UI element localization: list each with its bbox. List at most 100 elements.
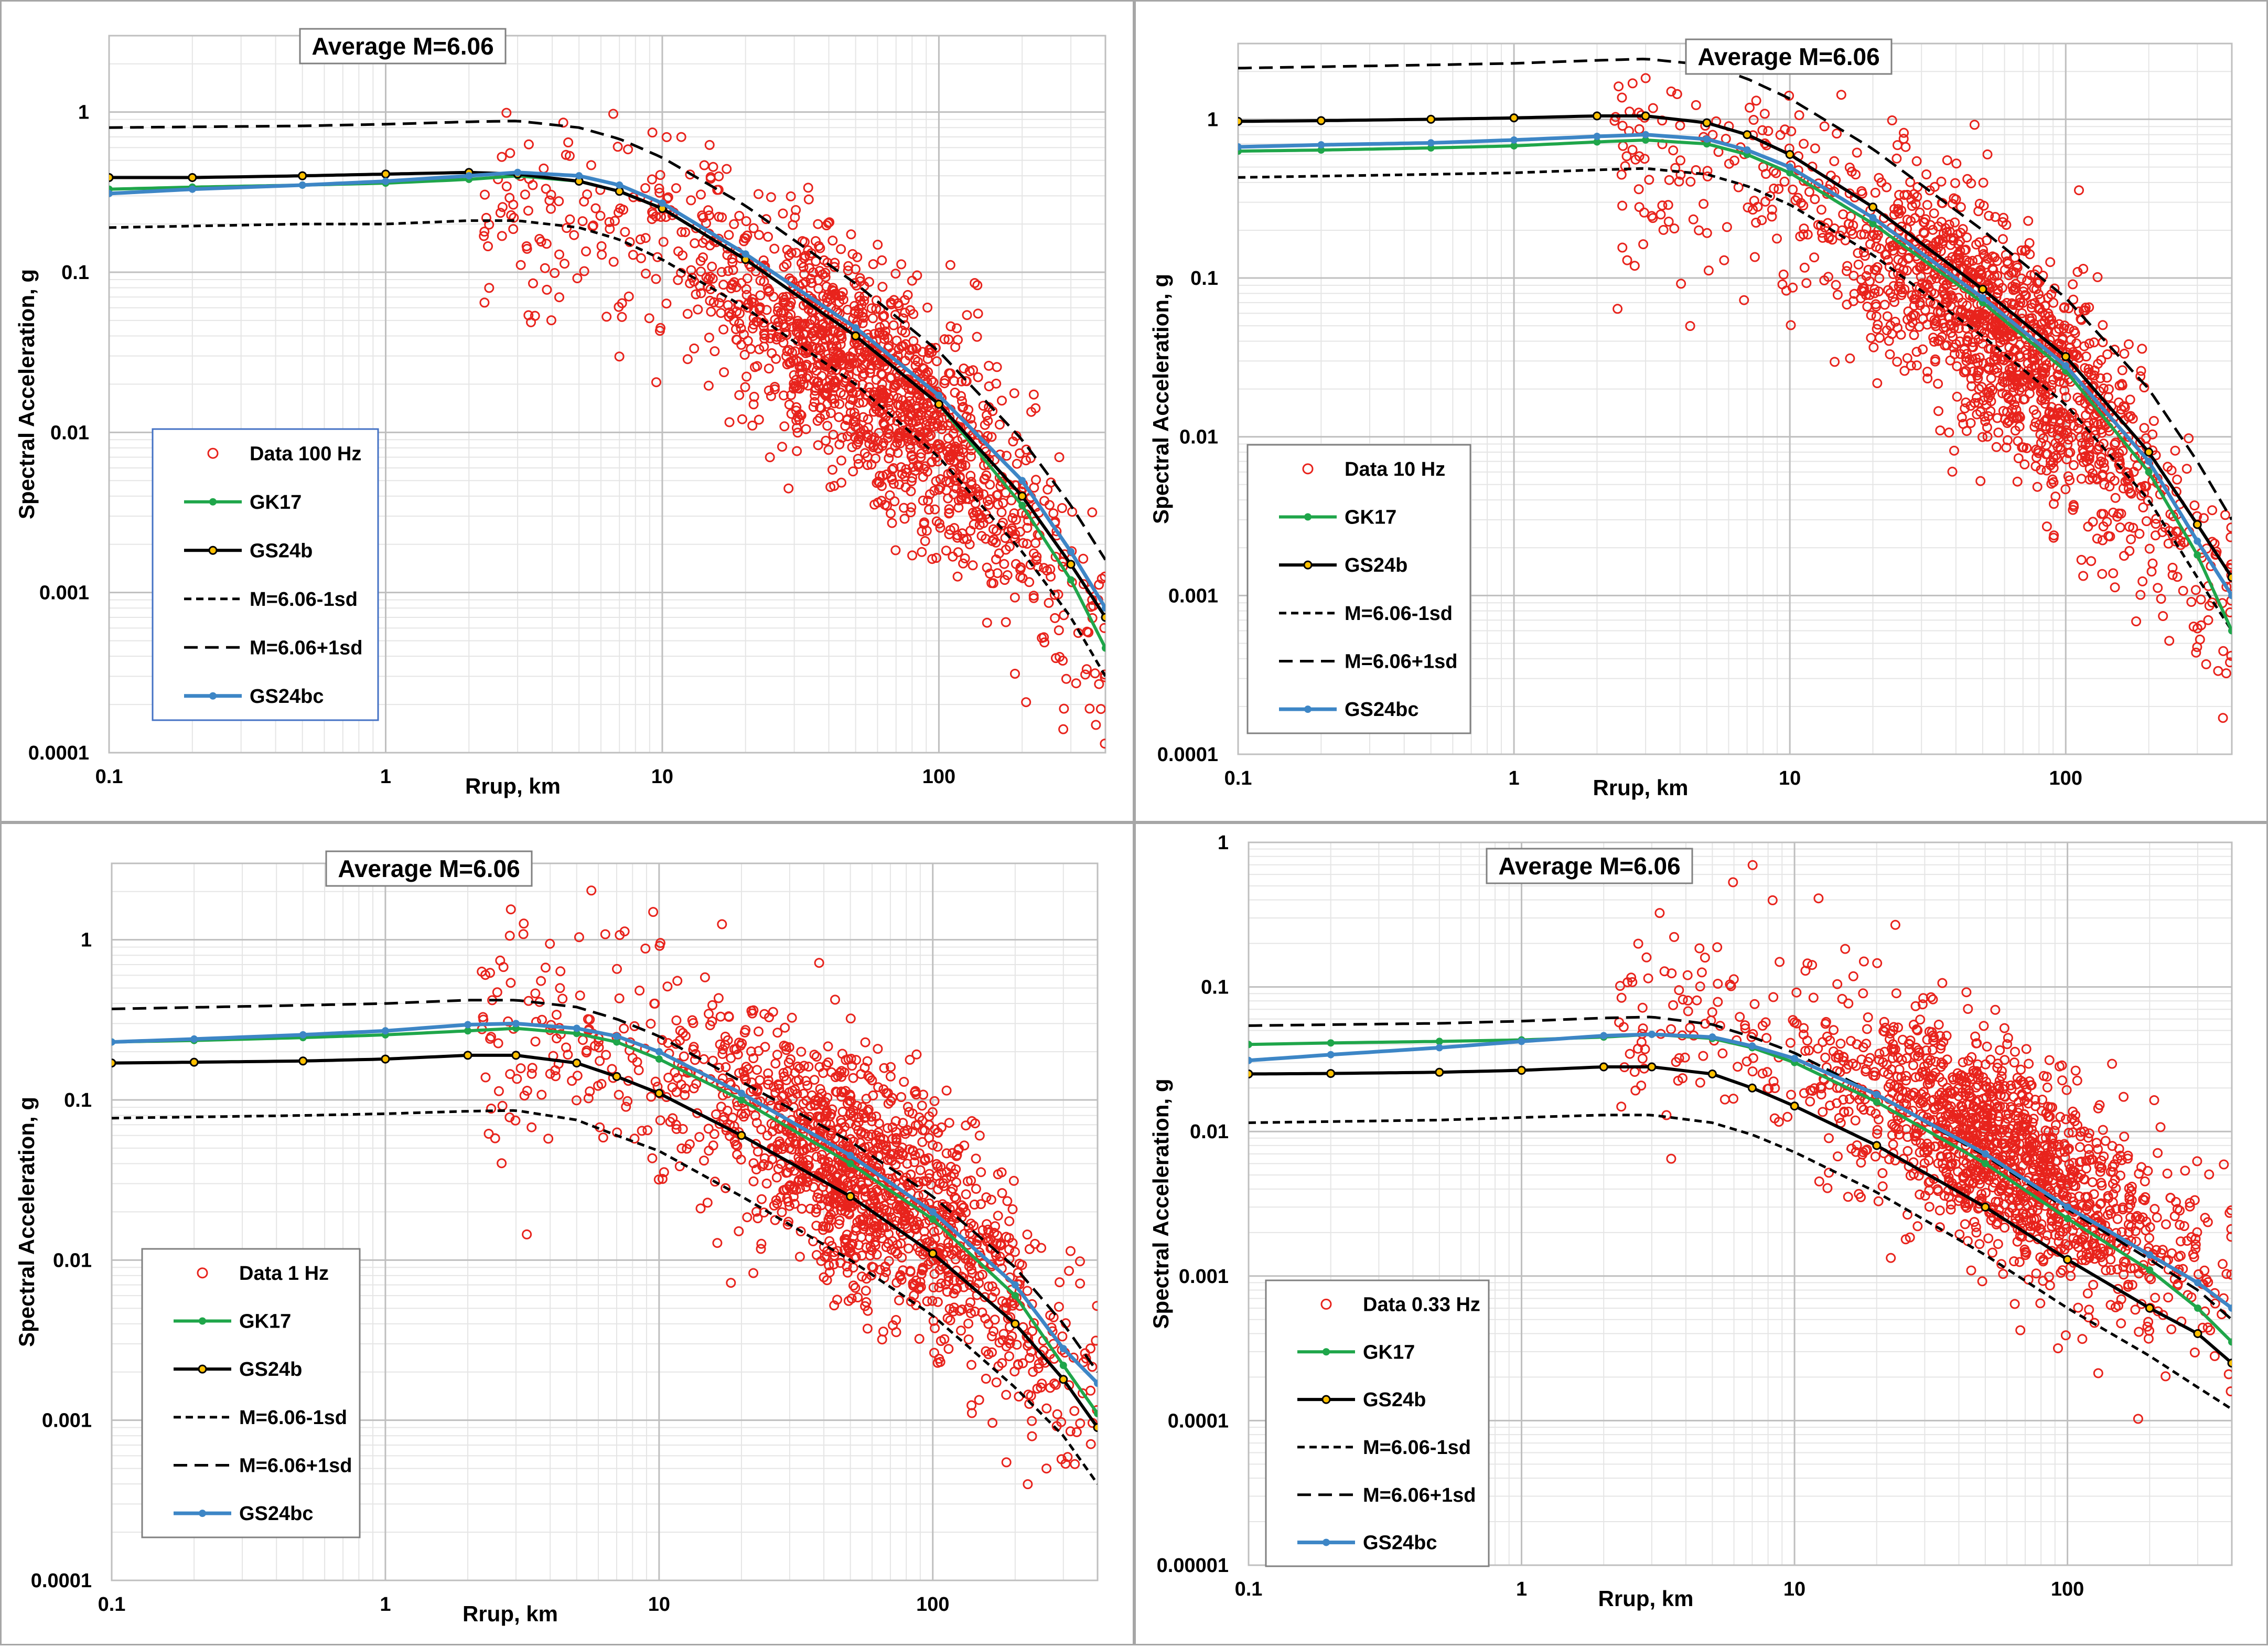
data-point — [2185, 434, 2193, 443]
gs24b-point — [464, 1052, 471, 1059]
data-point — [767, 193, 775, 201]
data-point — [519, 930, 528, 938]
data-point — [615, 1090, 623, 1099]
data-point — [982, 1193, 991, 1202]
data-point — [1076, 1279, 1084, 1288]
gs24bc-point — [1317, 141, 1325, 148]
gs24bc-point — [190, 1035, 198, 1043]
data-point — [1934, 380, 1942, 388]
data-point — [621, 228, 629, 236]
data-point — [1780, 177, 1789, 186]
y-tick-label: 0.0001 — [28, 742, 89, 764]
data-point — [704, 1125, 713, 1133]
gs24b-point — [382, 170, 389, 178]
y-tick-label: 1 — [78, 102, 89, 124]
gs24b-point — [1012, 1320, 1019, 1328]
data-point — [1922, 170, 1931, 179]
data-point — [642, 270, 650, 278]
gs24bc-point — [382, 178, 389, 185]
data-point — [900, 1078, 908, 1086]
data-point — [1677, 280, 1685, 288]
x-tick-label: 10 — [1779, 767, 1801, 789]
legend-label: GK17 — [239, 1311, 291, 1333]
data-point — [1044, 485, 1052, 494]
data-point — [974, 309, 982, 318]
data-point — [507, 979, 515, 987]
data-point — [743, 1213, 751, 1222]
data-point — [2154, 584, 2162, 592]
data-point — [918, 1101, 926, 1110]
data-point — [680, 1052, 688, 1061]
data-point — [725, 231, 733, 239]
data-point — [758, 1195, 766, 1203]
x-tick-label: 100 — [922, 766, 955, 788]
data-point — [531, 1038, 540, 1046]
gk17-point — [1094, 1410, 1101, 1417]
title-text: Average M=6.06 — [311, 33, 493, 60]
y-tick-label: 0.001 — [1168, 585, 1218, 607]
data-point — [2118, 366, 2126, 375]
data-point — [1758, 126, 1767, 134]
data-point — [596, 1057, 604, 1065]
gs24b-point — [1869, 204, 1877, 211]
data-point — [2138, 577, 2147, 585]
legend-swatch-marker — [199, 1318, 206, 1325]
data-point — [747, 345, 755, 353]
data-point — [1087, 1386, 1095, 1395]
chart-title: Average M=6.06 — [300, 29, 506, 63]
gs24bc-point — [1094, 1379, 1101, 1387]
data-point — [2191, 586, 2200, 594]
data-point — [2173, 475, 2181, 484]
data-point — [1029, 390, 1038, 399]
legend-label: M=6.06-1sd — [1345, 603, 1453, 625]
data-point — [972, 1154, 980, 1163]
data-point — [498, 232, 506, 240]
data-point — [700, 161, 708, 169]
data-point — [2093, 534, 2101, 543]
x-tick-label: 1 — [1509, 767, 1520, 789]
gs24b-point — [1060, 1376, 1067, 1383]
data-point — [727, 1279, 735, 1287]
data-point — [1058, 504, 1066, 512]
y-tick-label: 0.1 — [1190, 268, 1218, 290]
data-point — [656, 1116, 664, 1125]
legend: Data 100 HzGK17GS24bM=6.06-1sdM=6.06+1sd… — [153, 429, 378, 720]
gs24bc-point — [108, 1039, 115, 1046]
x-tick-label: 1 — [380, 766, 391, 788]
data-point — [1910, 331, 1918, 339]
x-tick-label: 100 — [2049, 767, 2082, 789]
data-point — [727, 1054, 735, 1062]
data-point — [641, 184, 650, 192]
data-point — [2077, 555, 2086, 564]
data-point — [930, 1097, 939, 1105]
gs24bc-point — [1067, 548, 1074, 555]
data-point — [714, 994, 723, 1002]
data-point — [895, 1296, 904, 1304]
data-point — [874, 1083, 883, 1092]
gs24b-point — [1703, 119, 1711, 126]
gs24bc-point — [2194, 538, 2201, 545]
data-point — [1037, 1244, 1046, 1252]
data-point — [570, 231, 578, 239]
data-point — [764, 232, 772, 241]
data-point — [601, 930, 609, 938]
data-point — [861, 1038, 869, 1046]
data-point — [2105, 482, 2114, 490]
legend-swatch-marker — [199, 1365, 206, 1373]
data-point — [995, 421, 1004, 429]
data-point — [1720, 256, 1728, 264]
data-point — [869, 260, 877, 269]
data-point — [582, 247, 590, 255]
gs24bc-point — [1869, 214, 1877, 221]
data-point — [866, 1074, 874, 1082]
gs24b-point — [189, 174, 196, 181]
data-point — [1778, 280, 1787, 288]
legend-label: M=6.06-1sd — [239, 1407, 347, 1429]
data-point — [673, 977, 682, 985]
legend-swatch-marker — [209, 692, 217, 700]
gs24b-point — [1102, 614, 1109, 621]
